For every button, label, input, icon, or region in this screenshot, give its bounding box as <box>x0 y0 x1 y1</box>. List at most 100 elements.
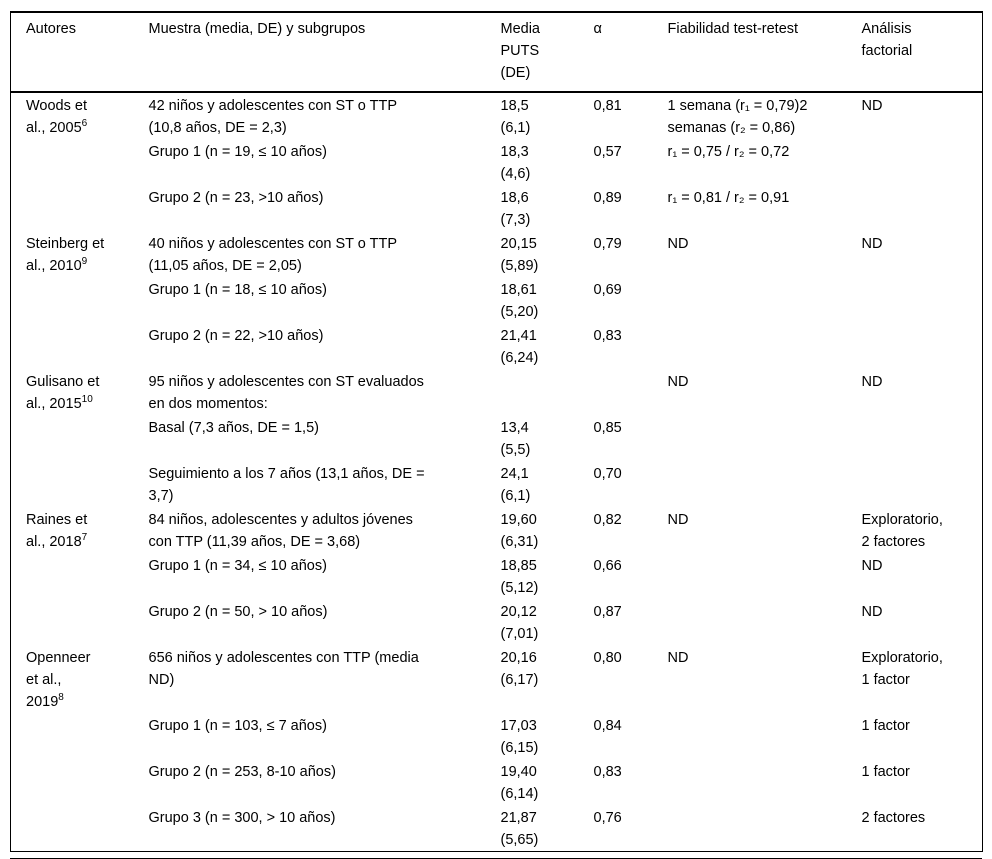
test-retest-cell: ND <box>668 231 862 277</box>
cell-line: Grupo 1 (n = 19, ≤ 10 años) <box>148 144 327 160</box>
test-retest-cell <box>668 599 862 645</box>
reference-superscript: 7 <box>81 532 88 544</box>
media-puts-cell: 21,41 (6,24) <box>501 323 594 369</box>
reference-superscript: 8 <box>58 692 64 704</box>
cell-line: 1 factor <box>861 718 910 734</box>
cell-line: 13,4 <box>500 420 529 436</box>
alpha-cell: 0,81 <box>594 92 668 139</box>
test-retest-cell: 1 semana (r₁ = 0,79)2 semanas (r₂ = 0,86… <box>668 92 862 139</box>
alpha-cell: 0,84 <box>594 713 668 759</box>
cell-line: 84 niños, adolescentes y adultos jóvenes <box>148 512 413 528</box>
factor-analysis-cell: ND <box>862 599 983 645</box>
cell-line: (6,14) <box>500 786 539 802</box>
cell-line: 1 semana (r₁ = 0,79)2 <box>667 98 808 114</box>
table-row: Grupo 1 (n = 18, ≤ 10 años) 18,61 (5,20)… <box>11 277 983 323</box>
author-line: Steinberg et <box>26 236 105 252</box>
test-retest-cell: ND <box>668 507 862 553</box>
cell-line: (4,6) <box>500 166 531 182</box>
factor-analysis-cell: ND <box>862 369 983 415</box>
media-puts-cell: 18,3 (4,6) <box>501 139 594 185</box>
cell-line: 0,83 <box>593 328 622 344</box>
cell-line: (6,15) <box>500 740 539 756</box>
media-puts-cell <box>501 369 594 415</box>
cell-line: Grupo 2 (n = 50, > 10 años) <box>148 604 328 620</box>
factor-analysis-cell <box>862 185 983 231</box>
cell-line: 18,61 <box>500 282 537 298</box>
sample-cell: Grupo 1 (n = 19, ≤ 10 años) <box>149 139 501 185</box>
cell-line: (6,24) <box>500 350 539 366</box>
author-line: 20198 <box>26 692 64 710</box>
cell-line: ND <box>861 558 883 574</box>
cell-line: Grupo 1 (n = 34, ≤ 10 años) <box>148 558 327 574</box>
table-row: Openneer et al., 20198 656 niños y adole… <box>11 645 983 713</box>
sample-cell: Grupo 2 (n = 23, >10 años) <box>149 185 501 231</box>
cell-line: 24,1 <box>500 466 529 482</box>
col-header-muestra: Muestra (media, DE) y subgrupos <box>148 12 501 93</box>
table-row: Grupo 3 (n = 300, > 10 años) 21,87 (5,65… <box>11 805 983 852</box>
test-retest-cell <box>668 461 862 507</box>
test-retest-cell <box>668 277 862 323</box>
cell-line: 2 factores <box>861 810 926 826</box>
cell-line: con TTP (11,39 años, DE = 3,68) <box>148 534 361 550</box>
cell-line: ND <box>861 374 883 390</box>
sample-cell: Grupo 2 (n = 22, >10 años) <box>149 323 501 369</box>
sample-cell: Grupo 1 (n = 34, ≤ 10 años) <box>149 553 501 599</box>
header-label: PUTS <box>500 43 540 59</box>
cell-line: 20,12 <box>500 604 537 620</box>
sample-cell: Grupo 2 (n = 50, > 10 años) <box>149 599 501 645</box>
cell-line: (7,01) <box>500 626 539 642</box>
cell-line: 20,15 <box>500 236 537 252</box>
factor-analysis-cell <box>862 323 983 369</box>
sample-cell: Grupo 1 (n = 103, ≤ 7 años) <box>149 713 501 759</box>
col-header-fiabilidad: Fiabilidad test-retest <box>667 12 862 93</box>
table-row: Grupo 2 (n = 22, >10 años) 21,41 (6,24) … <box>11 323 983 369</box>
reference-superscript: 6 <box>81 118 88 130</box>
cell-line: 0,70 <box>593 466 622 482</box>
alpha-cell: 0,89 <box>594 185 668 231</box>
table-row: Gulisano et al., 201510 95 niños y adole… <box>11 369 983 415</box>
sample-cell: Seguimiento a los 7 años (13,1 años, DE … <box>149 461 501 507</box>
cell-line: 42 niños y adolescentes con ST o TTP <box>148 98 398 114</box>
cell-line: 0,76 <box>593 810 622 826</box>
cell-line: (11,05 años, DE = 2,05) <box>148 258 302 274</box>
sample-cell: 656 niños y adolescentes con TTP (media … <box>149 645 501 713</box>
cell-line: 0,87 <box>593 604 622 620</box>
header-row: Autores Muestra (media, DE) y subgrupos … <box>10 12 983 93</box>
alpha-cell: 0,83 <box>594 759 668 805</box>
cell-line: Basal (7,3 años, DE = 1,5) <box>148 420 319 436</box>
cell-line: ND <box>667 374 689 390</box>
factor-analysis-cell: 2 factores <box>862 805 983 852</box>
cell-line: Grupo 1 (n = 18, ≤ 10 años) <box>148 282 327 298</box>
cell-line: 0,79 <box>593 236 622 252</box>
cell-line: 19,60 <box>500 512 537 528</box>
cell-line: Grupo 1 (n = 103, ≤ 7 años) <box>148 718 327 734</box>
cell-line: 18,85 <box>500 558 537 574</box>
header-label: Autores <box>26 21 76 37</box>
author-cell: Raines et al., 20187 <box>11 507 149 645</box>
cell-line: 0,82 <box>593 512 622 528</box>
factor-analysis-cell <box>862 461 983 507</box>
cell-line: 2 factores <box>861 534 926 550</box>
sample-cell: 95 niños y adolescentes con ST evaluados… <box>149 369 501 415</box>
header-label: Fiabilidad test-retest <box>667 21 799 37</box>
cell-line: 95 niños y adolescentes con ST evaluados <box>148 374 424 390</box>
alpha-cell: 0,87 <box>594 599 668 645</box>
cell-line: 0,89 <box>593 190 622 206</box>
factor-analysis-cell: ND <box>862 92 983 139</box>
author-line: al., 20109 <box>26 256 88 274</box>
cell-line: ND <box>861 604 883 620</box>
cell-line: 0,66 <box>593 558 622 574</box>
col-header-autores: Autores <box>10 12 149 93</box>
test-retest-cell <box>668 805 862 852</box>
cell-line: Grupo 3 (n = 300, > 10 años) <box>148 810 336 826</box>
cell-line: 0,69 <box>593 282 622 298</box>
alpha-cell: 0,79 <box>594 231 668 277</box>
col-header-alpha: α <box>593 12 668 93</box>
author-line: Raines et <box>26 512 88 528</box>
cell-line: Grupo 2 (n = 22, >10 años) <box>148 328 324 344</box>
author-cell: Openneer et al., 20198 <box>11 645 149 852</box>
alpha-cell: 0,70 <box>594 461 668 507</box>
cell-line: ND <box>667 236 689 252</box>
media-puts-cell: 20,16 (6,17) <box>501 645 594 713</box>
author-cell: Steinberg et al., 20109 <box>11 231 149 369</box>
